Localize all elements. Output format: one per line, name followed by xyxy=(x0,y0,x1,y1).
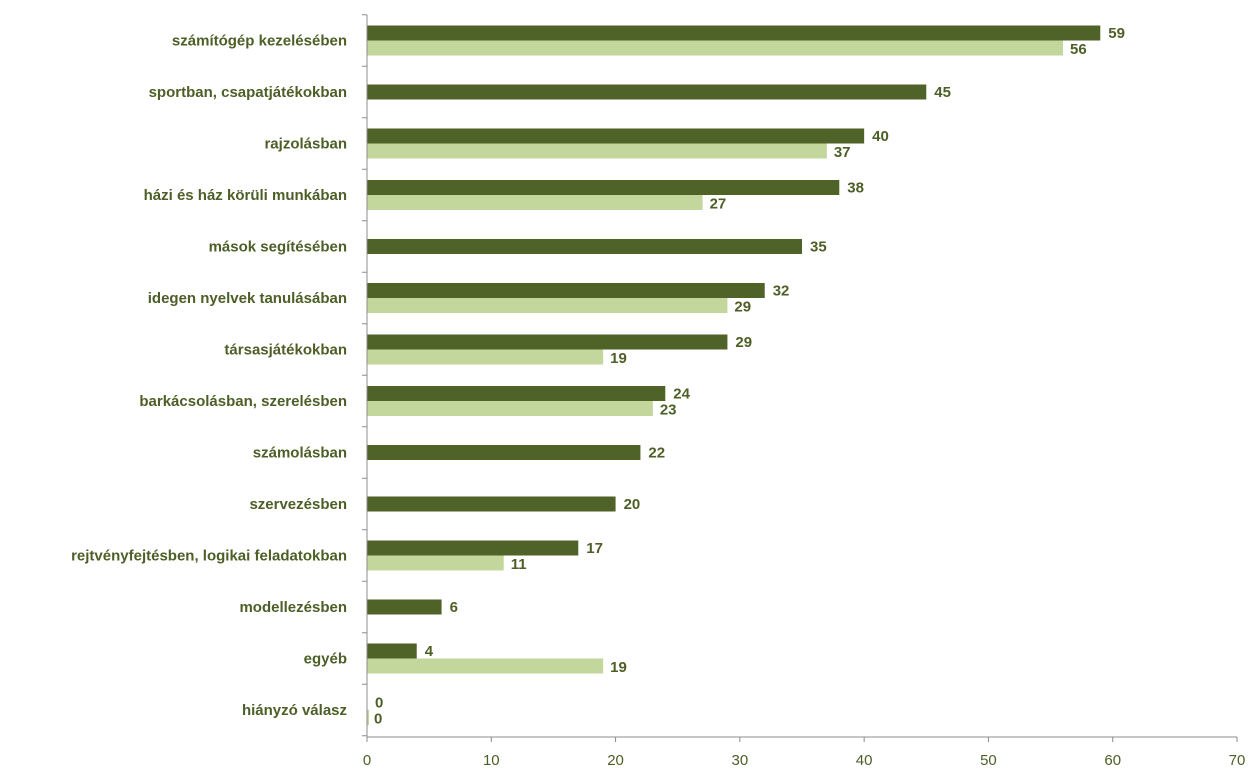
category-label: egyéb xyxy=(304,651,347,668)
labels-layer: számítógép kezelésében 59 56 sportban, csap… xyxy=(71,25,1245,769)
bar-series-1 xyxy=(367,599,442,615)
data-label-series-1: 40 xyxy=(872,128,889,145)
category-label: számolásban xyxy=(253,445,347,462)
bar-series-1 xyxy=(367,283,765,298)
data-label-series-1: 38 xyxy=(847,180,864,197)
bar-series-1 xyxy=(367,84,927,100)
data-label-series-2: 37 xyxy=(834,144,851,161)
data-label-series-1: 59 xyxy=(1108,25,1125,42)
data-label-series-1: 24 xyxy=(673,386,690,403)
x-tick-label: 60 xyxy=(1104,752,1121,769)
bar-series-1 xyxy=(367,386,666,401)
category-label: rejtvényfejtésben, logikai feladatokban xyxy=(71,548,347,565)
bar-series-1 xyxy=(367,496,616,512)
data-label-series-2: 27 xyxy=(710,196,727,213)
data-label-series-1: 17 xyxy=(586,540,603,557)
data-label-series-1: 0 xyxy=(375,695,383,712)
category-label: modellezésben xyxy=(239,599,347,616)
data-label-series-1: 45 xyxy=(934,84,951,101)
data-label-series-2: 29 xyxy=(734,299,751,316)
category-label: sportban, csapatjátékokban xyxy=(149,84,347,101)
bar-series-2 xyxy=(367,710,369,725)
x-tick-label: 10 xyxy=(483,752,500,769)
data-label-series-2: 11 xyxy=(511,556,527,573)
data-label-series-1: 6 xyxy=(450,599,458,616)
data-label-series-1: 32 xyxy=(773,283,790,300)
category-label: barkácsolásban, szerelésben xyxy=(139,393,347,410)
x-tick-label: 20 xyxy=(607,752,624,769)
bar-series-2 xyxy=(367,401,653,416)
data-label-series-2: 23 xyxy=(660,402,677,419)
bar-series-2 xyxy=(367,349,604,365)
category-label: hiányzó válasz xyxy=(242,702,347,719)
bars-layer xyxy=(367,25,1101,725)
bar-series-2 xyxy=(367,298,728,313)
category-label: idegen nyelvek tanulásában xyxy=(148,290,347,307)
data-label-series-1: 4 xyxy=(425,643,434,660)
data-label-series-1: 22 xyxy=(648,445,665,462)
bar-series-2 xyxy=(367,40,1063,56)
category-label: házi és ház körüli munkában xyxy=(144,187,347,204)
category-label: mások segítésében xyxy=(209,239,347,256)
bar-series-1 xyxy=(367,25,1101,41)
data-label-series-1: 29 xyxy=(735,334,752,351)
x-tick-label: 40 xyxy=(856,752,873,769)
data-label-series-2: 0 xyxy=(374,711,382,728)
bar-series-2 xyxy=(367,143,827,159)
bar-series-2 xyxy=(367,195,703,210)
data-label-series-2: 56 xyxy=(1070,41,1087,58)
x-tick-label: 30 xyxy=(732,752,749,769)
category-label: számítógép kezelésében xyxy=(172,33,347,50)
data-label-series-1: 20 xyxy=(624,496,641,513)
category-label: társasjátékokban xyxy=(224,342,347,359)
axes-layer xyxy=(362,14,1238,742)
bar-series-1 xyxy=(367,128,865,144)
bar-series-1 xyxy=(367,445,641,460)
x-tick-label: 50 xyxy=(980,752,997,769)
category-label: rajzolásban xyxy=(264,136,347,153)
data-label-series-2: 19 xyxy=(610,659,627,676)
bar-series-1 xyxy=(367,180,840,195)
category-label: szervezésben xyxy=(249,496,347,513)
bar-series-1 xyxy=(367,643,417,659)
x-tick-label: 70 xyxy=(1229,752,1246,769)
x-tick-label: 0 xyxy=(363,752,371,769)
bar-series-1 xyxy=(367,540,579,556)
data-label-series-1: 35 xyxy=(810,239,827,256)
bar-series-2 xyxy=(367,658,604,674)
bar-series-1 xyxy=(367,334,728,350)
bar-series-1 xyxy=(367,239,802,254)
data-label-series-2: 19 xyxy=(610,350,627,367)
bar-series-2 xyxy=(367,555,504,571)
